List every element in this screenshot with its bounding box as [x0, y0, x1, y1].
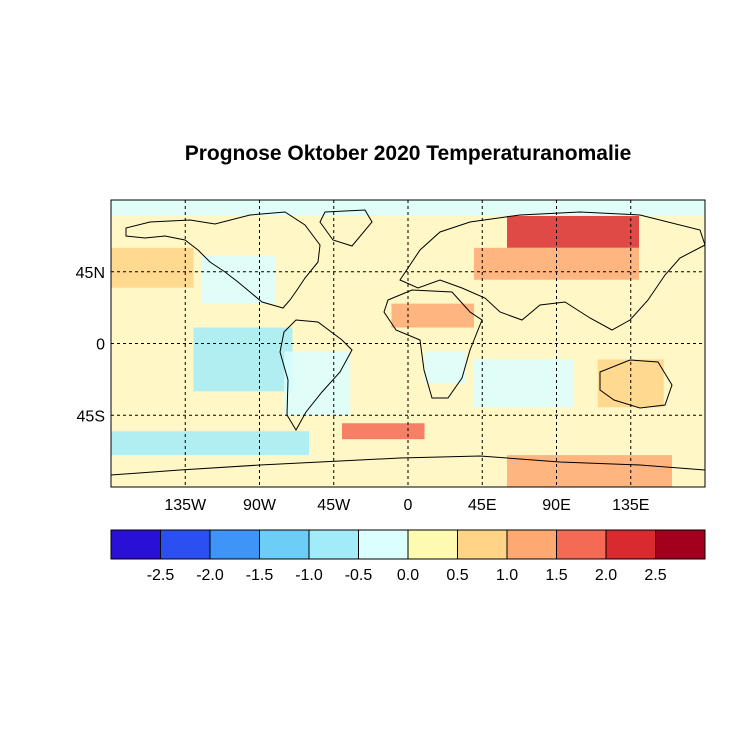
colorbar-label: 1.5	[545, 567, 567, 584]
region-siberia-warm	[507, 215, 639, 248]
coastlines	[111, 209, 705, 476]
colorbar-label: -2.5	[147, 567, 175, 584]
coast-australia	[599, 359, 673, 409]
colorbar-swatch	[209, 529, 260, 560]
colorbar-label: 1.0	[496, 567, 518, 584]
colorbar-label: 2.5	[644, 567, 666, 584]
region-southern-ocean-cold	[111, 431, 309, 456]
gridlines	[111, 200, 705, 487]
coast-antarctica	[111, 455, 705, 476]
colorbar-label: -1.5	[246, 567, 274, 584]
colorbar-labels: -2.5 -2.0 -1.5 -1.0 -0.5 0.0 0.5 1.0 1.5 2.0 2.5	[147, 567, 667, 584]
colorbar-swatch	[259, 529, 310, 560]
colorbar-swatch	[655, 529, 706, 560]
y-tick-label: 45N	[76, 265, 105, 282]
plot-frame	[110, 199, 706, 488]
colorbar-swatch	[556, 529, 607, 560]
x-tick-label: 135W	[164, 497, 207, 514]
region-north-pacific-warm	[111, 247, 194, 288]
region-southern-africa-cold	[424, 351, 466, 384]
x-tick-label: 90E	[542, 497, 570, 514]
coast-africa	[383, 289, 483, 399]
colorbar-swatch	[506, 529, 557, 560]
coast-south-america	[279, 319, 353, 431]
colorbar-label: -2.0	[196, 567, 224, 584]
colorbar-label: -0.5	[345, 567, 373, 584]
colorbar-label: 0.5	[446, 567, 468, 584]
map-title: Prognose Oktober 2020 Temperaturanomalie	[184, 142, 632, 165]
region-indian-ocean-cold	[474, 359, 573, 408]
y-tick-label: 0	[96, 337, 105, 354]
colorbar-label: -1.0	[295, 567, 323, 584]
region-south-america-cold	[284, 351, 351, 416]
x-tick-label: 45E	[468, 497, 496, 514]
colorbar	[110, 529, 706, 560]
colorbar-swatch	[407, 529, 458, 560]
x-tick-labels: 135W 90W 45W 0 45E 90E 135E	[164, 497, 649, 514]
colorbar-swatch	[160, 529, 211, 560]
colorbar-swatch	[457, 529, 508, 560]
colorbar-swatch	[308, 529, 359, 560]
coast-north-america	[125, 211, 321, 309]
colorbar-swatch	[605, 529, 656, 560]
colorbar-label: 2.0	[595, 567, 617, 584]
coast-eurasia	[399, 211, 705, 331]
colorbar-swatch	[110, 529, 161, 560]
x-tick-label: 45W	[317, 497, 351, 514]
region-sahel-warm	[391, 303, 474, 328]
region-north-america-cold	[201, 255, 276, 304]
coast-greenland	[319, 209, 373, 247]
region-south-atlantic-warm	[342, 423, 425, 440]
y-tick-labels: 45N 0 45S	[76, 265, 105, 426]
x-tick-label: 90W	[243, 497, 277, 514]
y-tick-label: 45S	[77, 408, 105, 425]
x-tick-label: 135E	[612, 497, 649, 514]
colorbar-label: 0.0	[397, 567, 419, 584]
region-east-pacific-cold	[193, 327, 293, 392]
x-tick-label: 0	[404, 497, 413, 514]
colorbar-swatch	[358, 529, 409, 560]
